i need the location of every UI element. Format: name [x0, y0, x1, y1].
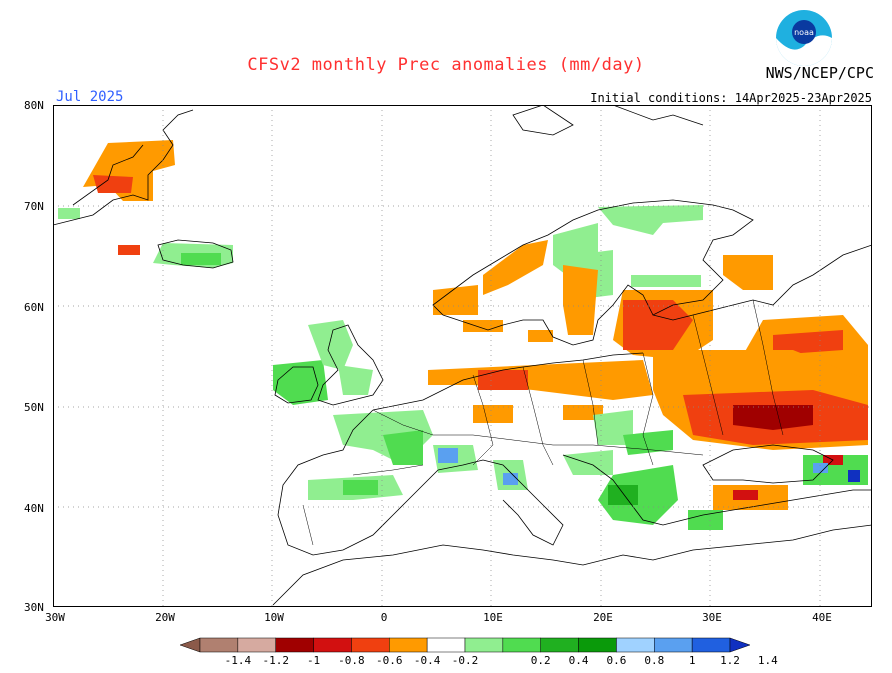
- colorbar-label: 1.4: [757, 654, 778, 667]
- colorbar-swatch: [199, 637, 239, 653]
- colorbar-swatch: [237, 637, 276, 653]
- svg-text:noaa: noaa: [794, 28, 814, 37]
- anomaly-map: [53, 105, 872, 607]
- lon-label-10w: 10W: [264, 611, 284, 624]
- colorbar-label: 1.2: [720, 654, 740, 667]
- initial-conditions: Initial conditions: 14Apr2025-23Apr2025: [590, 91, 872, 105]
- colorbar-label: -0.8: [338, 654, 365, 667]
- colorbar-swatch: [540, 637, 579, 653]
- grid-lines: [53, 105, 872, 607]
- colorbar-swatch: [313, 637, 352, 653]
- lat-label-70n: 70N: [24, 200, 44, 213]
- colorbar-swatch: [426, 637, 466, 653]
- colorbar-swatch: [275, 637, 314, 653]
- colorbar-swatch: [578, 637, 617, 653]
- noaa-logo-icon: noaa: [776, 10, 832, 66]
- colorbar-swatch: [691, 637, 731, 653]
- lon-label-40e: 40E: [812, 611, 832, 624]
- lon-label-10e: 10E: [483, 611, 503, 624]
- colorbar-swatch: [389, 637, 428, 653]
- lat-label-80n: 80N: [24, 99, 44, 112]
- colorbar-label: 0.4: [568, 654, 589, 667]
- colorbar-swatch: [351, 637, 390, 653]
- colorbar-label: 0.6: [606, 654, 627, 667]
- colorbar-min-arrow: [180, 637, 201, 653]
- lon-label-30e: 30E: [702, 611, 722, 624]
- borders: [302, 299, 784, 546]
- lat-label-60n: 60N: [24, 301, 44, 314]
- colorbar-label: 1: [688, 654, 696, 667]
- colorbar-label: -1.4: [224, 654, 252, 667]
- colorbar-label: -1: [306, 654, 321, 667]
- lat-label-50n: 50N: [24, 401, 44, 414]
- lat-label-40n: 40N: [24, 502, 44, 515]
- colorbar-label: 0.8: [644, 654, 665, 667]
- lon-label-0: 0: [380, 611, 388, 624]
- lon-label-20w: 20W: [155, 611, 175, 624]
- lon-label-30w: 30W: [45, 611, 65, 624]
- colorbar-swatch: [464, 637, 504, 653]
- org-label: NWS/NCEP/CPC: [765, 64, 874, 82]
- colorbar-label: 0.2: [530, 654, 551, 667]
- colorbar-swatch: [616, 637, 655, 653]
- colorbar: [180, 637, 750, 653]
- colorbar-label: -1.2: [262, 654, 289, 667]
- forecast-month: Jul 2025: [56, 89, 124, 105]
- colorbar-swatch: [502, 637, 541, 653]
- colorbar-label: -0.2: [451, 654, 479, 667]
- colorbar-label: -0.6: [376, 654, 403, 667]
- anomaly-shading: [58, 140, 868, 530]
- colorbar-label: -0.4: [413, 654, 441, 667]
- lat-label-30n: 30N: [24, 601, 44, 614]
- colorbar-swatch: [654, 637, 693, 653]
- lon-label-20e: 20E: [593, 611, 613, 624]
- colorbar-max-arrow: [729, 637, 750, 653]
- chart-title: CFSv2 monthly Prec anomalies (mm/day): [247, 55, 645, 75]
